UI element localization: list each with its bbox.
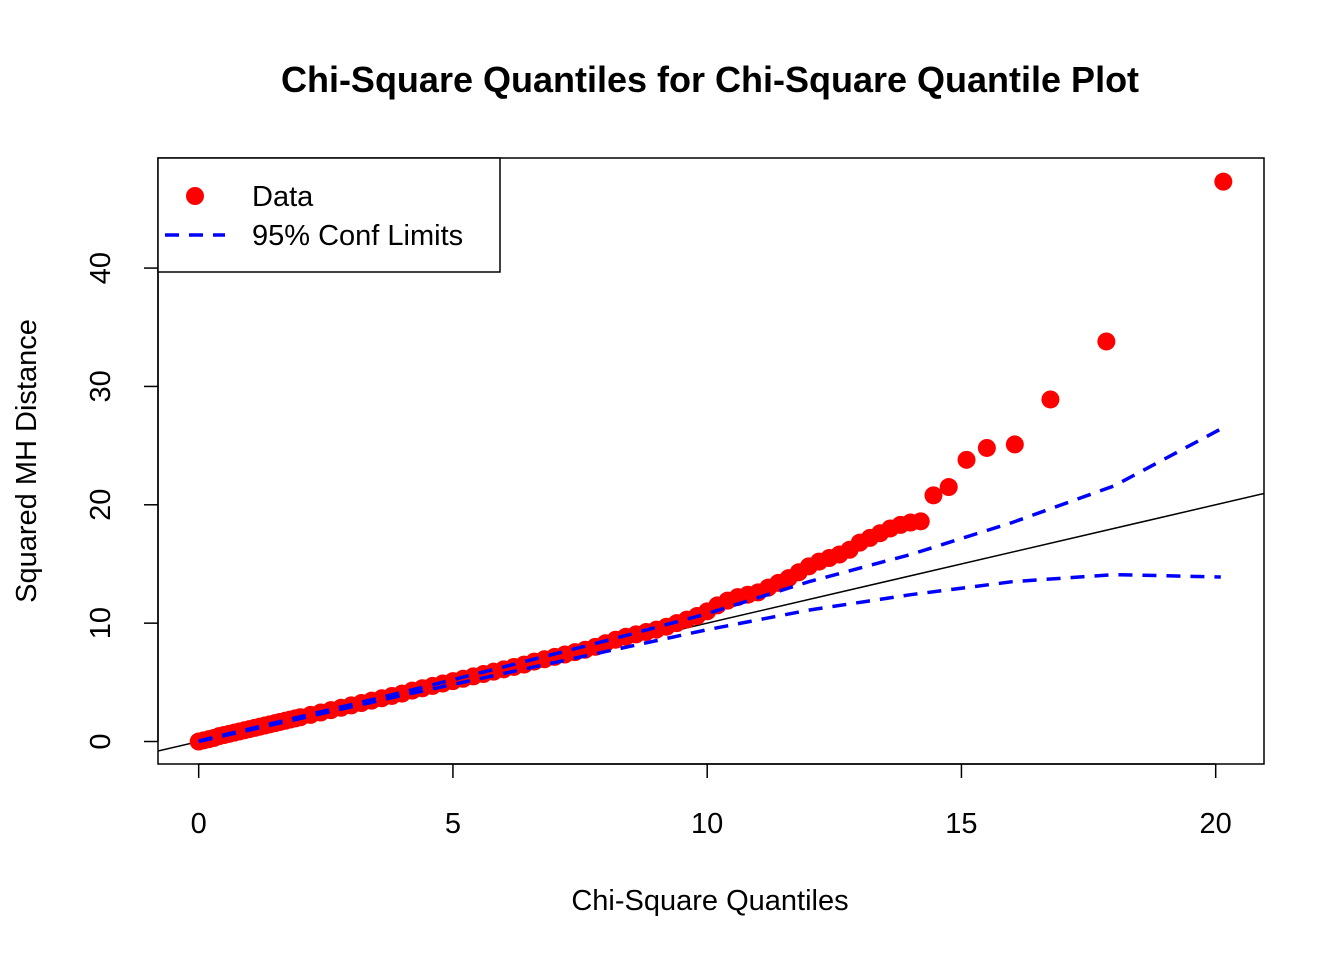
x-tick-label: 0: [191, 808, 207, 840]
x-tick-label: 10: [691, 808, 723, 840]
x-tick-label: 5: [445, 808, 461, 840]
x-axis-label: Chi-Square Quantiles: [571, 885, 848, 917]
y-tick-label: 20: [85, 489, 117, 521]
y-tick-label: 40: [85, 252, 117, 284]
legend: Data 95% Conf Limits: [157, 157, 501, 273]
data-point: [939, 478, 958, 497]
data-point: [924, 486, 943, 505]
data-point: [1041, 390, 1060, 409]
legend-data-label: Data: [252, 181, 314, 213]
legend-data-marker: [186, 187, 204, 205]
y-axis: 0 10 20 30 40: [85, 252, 159, 750]
x-tick-label: 15: [945, 808, 977, 840]
data-point: [911, 512, 930, 531]
x-axis: 0 5 10 15 20: [191, 763, 1232, 840]
y-axis-label: Squared MH Distance: [11, 319, 43, 603]
confidence-limits-layer: [198, 427, 1222, 744]
data-point: [957, 450, 976, 469]
legend-box: [157, 157, 501, 273]
plot-area: [157, 157, 1265, 765]
chart-title: Chi-Square Quantiles for Chi-Square Quan…: [281, 59, 1139, 100]
y-tick-label: 30: [85, 370, 117, 402]
legend-conf-label: 95% Conf Limits: [252, 220, 463, 252]
conf-limit-line-2: [198, 572, 1221, 744]
conf-limit-line-1: [198, 427, 1222, 743]
data-point: [977, 438, 996, 457]
data-point: [1214, 172, 1233, 191]
data-point: [1097, 332, 1116, 351]
data-point: [1005, 435, 1024, 454]
y-tick-label: 10: [85, 607, 117, 639]
x-tick-label: 20: [1200, 808, 1232, 840]
data-points-layer: [189, 172, 1233, 751]
y-tick-label: 0: [85, 733, 117, 749]
